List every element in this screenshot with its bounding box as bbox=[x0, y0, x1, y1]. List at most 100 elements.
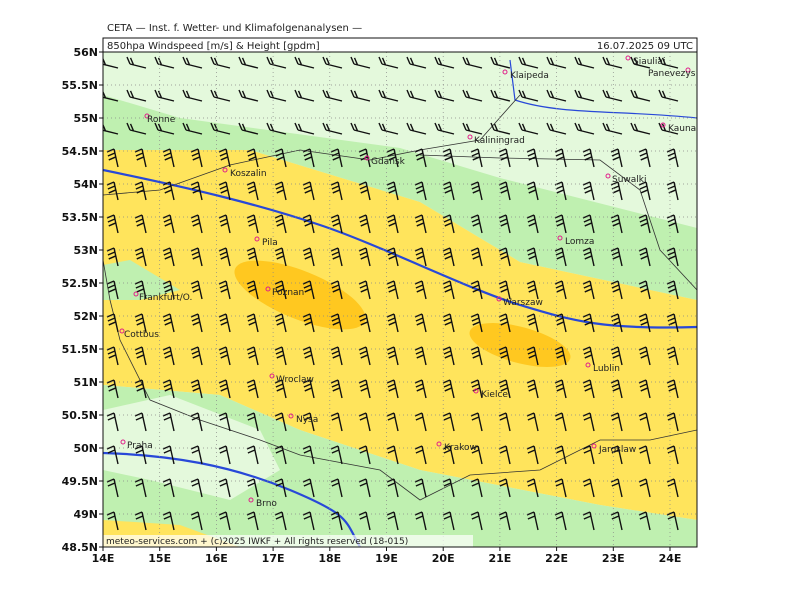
wind-barb bbox=[414, 445, 427, 465]
wind-barb bbox=[498, 511, 511, 531]
wind-barb bbox=[350, 56, 371, 69]
wind-barb bbox=[218, 280, 231, 300]
wind-barb bbox=[358, 148, 371, 168]
wind-barb bbox=[182, 122, 203, 135]
wind-barb bbox=[302, 412, 315, 432]
wind-barb bbox=[302, 247, 315, 267]
wind-barb bbox=[294, 56, 315, 69]
city-label: Lublin bbox=[593, 364, 620, 374]
wind-barb bbox=[190, 379, 203, 399]
wind-barb bbox=[610, 511, 623, 531]
wind-barb bbox=[246, 148, 259, 168]
wind-barb bbox=[490, 56, 511, 69]
wind-barb bbox=[134, 379, 147, 399]
header-title: CETA — Inst. f. Wetter- und Klimafolgena… bbox=[107, 23, 362, 34]
wind-barb bbox=[294, 122, 315, 135]
city-marker bbox=[585, 362, 591, 368]
field-mid-south bbox=[103, 385, 697, 547]
wind-barb bbox=[302, 478, 315, 498]
wind-barb bbox=[498, 313, 511, 333]
lat-label: 51N bbox=[73, 376, 98, 389]
wind-barb bbox=[666, 478, 679, 498]
wind-barb bbox=[274, 247, 287, 267]
wind-barb bbox=[162, 511, 175, 531]
lon-label: 19E bbox=[375, 552, 398, 565]
wind-barb bbox=[358, 379, 371, 399]
wind-barb bbox=[554, 511, 567, 531]
wind-barb bbox=[666, 181, 679, 201]
lat-label: 49.5N bbox=[62, 475, 98, 488]
wind-barb bbox=[526, 148, 539, 168]
wind-barb bbox=[378, 122, 399, 135]
wind-barb bbox=[218, 148, 231, 168]
wind-barb bbox=[470, 148, 483, 168]
wind-barb bbox=[582, 247, 595, 267]
wind-barb bbox=[274, 478, 287, 498]
wind-barb bbox=[462, 89, 483, 102]
city-label: Kaliningrad bbox=[474, 136, 525, 146]
wind-barbs bbox=[103, 56, 679, 531]
city-label: Lomza bbox=[565, 237, 594, 247]
wind-barb bbox=[610, 313, 623, 333]
wind-barb bbox=[582, 346, 595, 366]
height-contour bbox=[103, 168, 697, 329]
wind-barb bbox=[666, 313, 679, 333]
wind-barb bbox=[666, 412, 679, 432]
wind-barb bbox=[442, 346, 455, 366]
wind-barb bbox=[302, 181, 315, 201]
wind-barb bbox=[218, 511, 231, 531]
wind-barb bbox=[498, 247, 511, 267]
wind-barb bbox=[414, 412, 427, 432]
wind-barb bbox=[386, 346, 399, 366]
wind-barb bbox=[526, 247, 539, 267]
wind-barb bbox=[358, 445, 371, 465]
wind-barb bbox=[414, 346, 427, 366]
city-marker bbox=[119, 328, 125, 334]
wind-barb bbox=[414, 478, 427, 498]
wind-barb bbox=[162, 280, 175, 300]
wind-barb bbox=[610, 412, 623, 432]
wind-barb bbox=[638, 214, 651, 234]
wind-barb bbox=[302, 445, 315, 465]
wind-barb bbox=[162, 148, 175, 168]
wind-barb bbox=[666, 346, 679, 366]
wind-barb bbox=[602, 56, 623, 69]
city-label: Klaipeda bbox=[510, 71, 549, 81]
city-label: Gdansk bbox=[371, 157, 406, 167]
wind-barb bbox=[386, 412, 399, 432]
wind-barb bbox=[134, 280, 147, 300]
city-marker bbox=[591, 443, 597, 449]
wind-barb bbox=[162, 346, 175, 366]
wind-barb bbox=[554, 148, 567, 168]
city-label: Warszaw bbox=[503, 298, 543, 308]
field-max bbox=[234, 260, 366, 330]
lon-label: 14E bbox=[92, 552, 115, 565]
wind-barb bbox=[386, 445, 399, 465]
wind-barb bbox=[350, 89, 371, 102]
wind-barb bbox=[554, 412, 567, 432]
wind-barb bbox=[350, 122, 371, 135]
wind-barb bbox=[218, 181, 231, 201]
city-label: Wroclaw bbox=[276, 375, 314, 385]
map-frame bbox=[102, 51, 698, 548]
wind-barb bbox=[190, 313, 203, 333]
wind-barb bbox=[330, 181, 343, 201]
field-mid bbox=[103, 95, 697, 300]
wind-barb bbox=[134, 181, 147, 201]
wind-barb bbox=[414, 181, 427, 201]
wind-barb bbox=[406, 89, 427, 102]
wind-barb bbox=[246, 379, 259, 399]
wind-barb bbox=[582, 214, 595, 234]
wind-barb bbox=[490, 122, 511, 135]
wind-barb bbox=[134, 313, 147, 333]
wind-barb bbox=[294, 89, 315, 102]
wind-barb bbox=[302, 511, 315, 531]
wind-barb bbox=[190, 412, 203, 432]
wind-barb bbox=[218, 478, 231, 498]
wind-barb bbox=[610, 247, 623, 267]
wind-barb bbox=[106, 148, 119, 168]
wind-barb bbox=[610, 148, 623, 168]
wind-barb bbox=[246, 181, 259, 201]
wind-barb bbox=[358, 313, 371, 333]
wind-barb bbox=[274, 181, 287, 201]
